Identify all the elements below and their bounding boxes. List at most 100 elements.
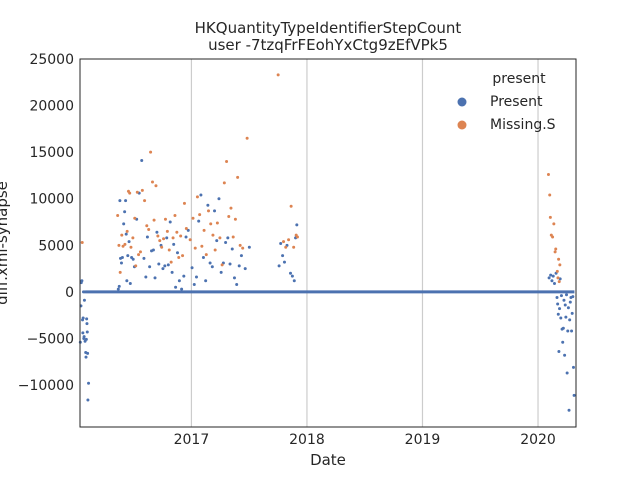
data-point-missing-s: [169, 260, 173, 264]
data-point-present: [555, 296, 559, 300]
data-point-present: [165, 236, 169, 240]
data-point-present: [559, 294, 563, 298]
data-point-present: [82, 298, 86, 302]
data-point-present: [144, 275, 148, 279]
data-point-present: [228, 262, 232, 266]
data-point-present: [565, 293, 569, 297]
data-point-missing-s: [548, 193, 552, 197]
data-point-missing-s: [137, 253, 141, 257]
data-point-present: [557, 350, 561, 354]
legend-title: present: [492, 71, 546, 87]
legend-marker-present: [457, 97, 467, 107]
series-present: [78, 159, 576, 412]
data-point-missing-s: [140, 188, 144, 192]
data-point-present: [292, 279, 296, 283]
data-point-present: [168, 220, 172, 224]
data-point-missing-s: [179, 234, 183, 238]
data-point-present: [565, 371, 569, 375]
data-point-present: [166, 263, 170, 267]
data-point-missing-s: [167, 248, 171, 252]
data-point-missing-s: [165, 229, 169, 233]
data-point-present: [116, 287, 120, 291]
x-axis-label: Date: [310, 451, 346, 469]
data-point-missing-s: [213, 248, 217, 252]
data-point-missing-s: [125, 229, 129, 233]
data-point-present: [170, 270, 174, 274]
data-point-present: [571, 365, 575, 369]
data-point-missing-s: [546, 173, 550, 177]
data-point-present: [224, 241, 228, 245]
data-point-present: [556, 302, 560, 306]
data-point-missing-s: [551, 235, 555, 239]
data-point-present: [145, 235, 149, 239]
data-point-missing-s: [241, 246, 245, 250]
data-point-present: [84, 337, 88, 341]
y-tick-label: 15000: [29, 145, 74, 161]
data-point-present: [558, 307, 562, 311]
data-point-present: [192, 282, 196, 286]
data-point-missing-s: [149, 150, 153, 154]
data-point-present: [235, 282, 239, 286]
data-point-missing-s: [128, 191, 132, 195]
data-point-present: [277, 264, 281, 268]
y-tick-label: 20000: [29, 99, 74, 115]
data-point-present: [226, 236, 230, 240]
data-point-missing-s: [145, 224, 149, 228]
data-point-missing-s: [177, 255, 181, 259]
data-point-present: [127, 240, 131, 244]
data-point-missing-s: [152, 218, 156, 222]
data-point-missing-s: [117, 243, 121, 247]
data-point-present: [182, 274, 186, 278]
data-point-present: [119, 261, 123, 265]
data-point-missing-s: [209, 222, 213, 226]
data-point-present: [562, 298, 566, 302]
data-point-present: [206, 203, 210, 207]
data-point-present: [547, 276, 551, 280]
data-point-present: [83, 290, 87, 294]
data-point-missing-s: [238, 243, 242, 247]
data-point-missing-s: [193, 246, 197, 250]
data-point-present: [151, 248, 155, 252]
data-point-present: [84, 355, 88, 359]
data-point-missing-s: [150, 180, 154, 184]
legend-label-missing: Missing.S: [490, 117, 556, 133]
data-point-present: [572, 393, 576, 397]
data-point-present: [81, 316, 85, 320]
data-point-missing-s: [220, 263, 224, 267]
data-point-present: [172, 242, 176, 246]
data-point-present: [237, 264, 241, 268]
data-point-present: [564, 315, 568, 319]
data-point-present: [552, 282, 556, 286]
data-point-missing-s: [173, 214, 177, 218]
data-point-present: [124, 199, 128, 203]
data-point-present: [549, 273, 553, 277]
data-point-missing-s: [236, 175, 240, 179]
data-point-missing-s: [134, 264, 138, 268]
legend-marker-missing: [457, 120, 467, 130]
data-point-present: [128, 282, 132, 286]
data-point-present: [155, 230, 159, 234]
data-point-present: [570, 329, 574, 333]
data-point-present: [184, 235, 188, 239]
data-point-missing-s: [552, 222, 556, 226]
data-point-missing-s: [200, 244, 204, 248]
data-point-present: [563, 303, 567, 307]
data-point-present: [230, 247, 234, 251]
data-point-missing-s: [195, 195, 199, 199]
data-point-missing-s: [229, 206, 233, 210]
data-point-present: [282, 260, 286, 264]
data-point-present: [210, 265, 214, 269]
data-point-present: [561, 326, 565, 330]
data-point-present: [568, 300, 572, 304]
data-point-present: [153, 276, 157, 280]
data-point-present: [186, 228, 190, 232]
data-point-present: [201, 255, 205, 259]
data-point-present: [126, 254, 130, 258]
data-point-present: [566, 329, 570, 333]
data-point-present: [215, 239, 219, 243]
data-point-present: [157, 262, 161, 266]
data-point-missing-s: [554, 247, 558, 251]
data-point-missing-s: [175, 230, 179, 234]
data-point-present: [131, 257, 135, 261]
